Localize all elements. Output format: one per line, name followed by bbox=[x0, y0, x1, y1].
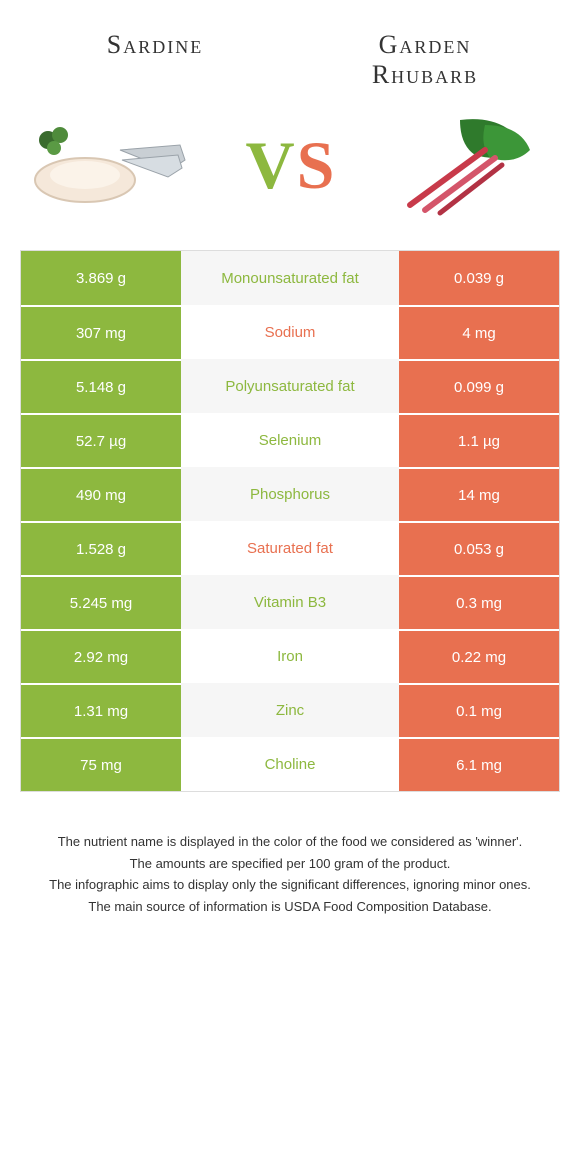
nutrient-label: Monounsaturated fat bbox=[181, 251, 399, 305]
nutrient-label: Vitamin B3 bbox=[181, 575, 399, 629]
right-food-image bbox=[390, 110, 550, 220]
right-value: 1.1 µg bbox=[399, 413, 559, 467]
left-value: 75 mg bbox=[21, 737, 181, 791]
nutrient-label: Selenium bbox=[181, 413, 399, 467]
table-row: 1.31 mgZinc0.1 mg bbox=[21, 683, 559, 737]
table-row: 3.869 gMonounsaturated fat0.039 g bbox=[21, 251, 559, 305]
nutrient-label: Phosphorus bbox=[181, 467, 399, 521]
right-value: 0.3 mg bbox=[399, 575, 559, 629]
table-row: 5.245 mgVitamin B30.3 mg bbox=[21, 575, 559, 629]
nutrient-label: Iron bbox=[181, 629, 399, 683]
table-row: 2.92 mgIron0.22 mg bbox=[21, 629, 559, 683]
table-row: 490 mgPhosphorus14 mg bbox=[21, 467, 559, 521]
left-value: 307 mg bbox=[21, 305, 181, 359]
left-value: 2.92 mg bbox=[21, 629, 181, 683]
right-value: 0.039 g bbox=[399, 251, 559, 305]
right-value: 0.053 g bbox=[399, 521, 559, 575]
vs-v-letter: V bbox=[246, 131, 295, 199]
footnote-line: The nutrient name is displayed in the co… bbox=[30, 832, 550, 852]
right-value: 0.22 mg bbox=[399, 629, 559, 683]
left-value: 1.528 g bbox=[21, 521, 181, 575]
left-food-image bbox=[30, 110, 190, 220]
footnotes: The nutrient name is displayed in the co… bbox=[30, 832, 550, 916]
footnote-line: The amounts are specified per 100 gram o… bbox=[30, 854, 550, 874]
table-row: 1.528 gSaturated fat0.053 g bbox=[21, 521, 559, 575]
vs-label: V S bbox=[246, 131, 335, 199]
right-value: 0.1 mg bbox=[399, 683, 559, 737]
left-food-name: Sardine bbox=[20, 30, 290, 60]
vs-s-letter: S bbox=[297, 131, 335, 199]
left-value: 52.7 µg bbox=[21, 413, 181, 467]
sardine-icon bbox=[30, 110, 190, 220]
footnote-line: The main source of information is USDA F… bbox=[30, 897, 550, 917]
left-value: 490 mg bbox=[21, 467, 181, 521]
comparison-table: 3.869 gMonounsaturated fat0.039 g307 mgS… bbox=[20, 250, 560, 792]
right-title-col: Garden Rhubarb bbox=[290, 30, 560, 90]
table-row: 5.148 gPolyunsaturated fat0.099 g bbox=[21, 359, 559, 413]
left-value: 3.869 g bbox=[21, 251, 181, 305]
rhubarb-icon bbox=[390, 110, 550, 220]
table-row: 307 mgSodium4 mg bbox=[21, 305, 559, 359]
nutrient-label: Polyunsaturated fat bbox=[181, 359, 399, 413]
left-value: 5.245 mg bbox=[21, 575, 181, 629]
footnote-line: The infographic aims to display only the… bbox=[30, 875, 550, 895]
left-value: 1.31 mg bbox=[21, 683, 181, 737]
nutrient-label: Saturated fat bbox=[181, 521, 399, 575]
right-food-name: Garden Rhubarb bbox=[290, 30, 560, 90]
table-row: 75 mgCholine6.1 mg bbox=[21, 737, 559, 791]
nutrient-label: Sodium bbox=[181, 305, 399, 359]
right-value: 6.1 mg bbox=[399, 737, 559, 791]
left-value: 5.148 g bbox=[21, 359, 181, 413]
nutrient-label: Choline bbox=[181, 737, 399, 791]
hero-row: V S bbox=[0, 100, 580, 250]
table-row: 52.7 µgSelenium1.1 µg bbox=[21, 413, 559, 467]
right-value: 0.099 g bbox=[399, 359, 559, 413]
left-title-col: Sardine bbox=[20, 30, 290, 60]
right-value: 14 mg bbox=[399, 467, 559, 521]
nutrient-label: Zinc bbox=[181, 683, 399, 737]
header: Sardine Garden Rhubarb bbox=[0, 0, 580, 100]
right-value: 4 mg bbox=[399, 305, 559, 359]
